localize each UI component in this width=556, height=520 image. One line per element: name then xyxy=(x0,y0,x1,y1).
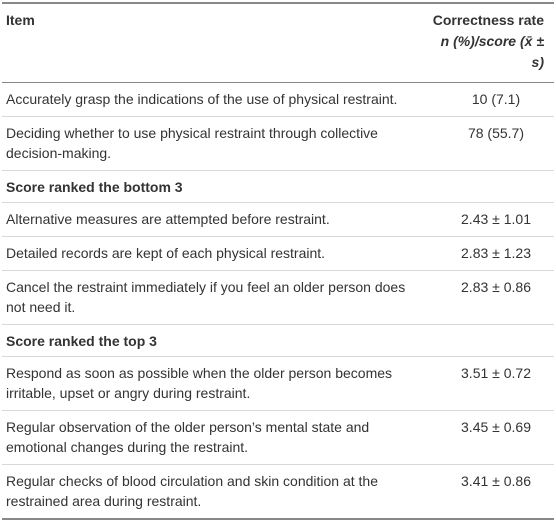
item-cell: Detailed records are kept of each physic… xyxy=(2,236,422,271)
header-row: Item Correctness rate n (%)/score (x̄ ± s… xyxy=(2,2,554,83)
section-heading: Score ranked the top 3 xyxy=(2,324,554,357)
header-rate-unit: n (%)/score (x̄ ± s) xyxy=(440,33,544,70)
table-row: Regular observation of the older person’… xyxy=(2,410,554,465)
table-row: Accurately grasp the indications of the … xyxy=(2,82,554,117)
table-row: Alternative measures are attempted befor… xyxy=(2,202,554,237)
value-cell: 2.43 ± 1.01 xyxy=(422,202,554,237)
table-row: Respond as soon as possible when the old… xyxy=(2,356,554,411)
value-cell: 3.41 ± 0.86 xyxy=(422,464,554,520)
item-cell: Respond as soon as possible when the old… xyxy=(2,356,422,411)
item-cell: Cancel the restraint immediately if you … xyxy=(2,270,422,325)
table-row: Score ranked the top 3 xyxy=(2,324,554,357)
table-row: Regular checks of blood circulation and … xyxy=(2,464,554,520)
value-cell: 78 (55.7) xyxy=(422,116,554,171)
item-cell: Regular checks of blood circulation and … xyxy=(2,464,422,520)
table-body: Accurately grasp the indications of the … xyxy=(2,82,554,520)
header-rate-title: Correctness rate xyxy=(432,12,544,28)
value-cell: 3.45 ± 0.69 xyxy=(422,410,554,465)
value-cell: 2.83 ± 1.23 xyxy=(422,236,554,271)
section-heading: Score ranked the bottom 3 xyxy=(2,170,554,203)
item-cell: Deciding whether to use physical restrai… xyxy=(2,116,422,171)
item-cell: Accurately grasp the indications of the … xyxy=(2,82,422,117)
value-cell: 2.83 ± 0.86 xyxy=(422,270,554,325)
item-cell: Alternative measures are attempted befor… xyxy=(2,202,422,237)
item-cell: Regular observation of the older person’… xyxy=(2,410,422,465)
table-row: Cancel the restraint immediately if you … xyxy=(2,270,554,325)
header-item: Item xyxy=(2,2,422,83)
value-cell: 3.51 ± 0.72 xyxy=(422,356,554,411)
header-rate: Correctness rate n (%)/score (x̄ ± s) xyxy=(422,2,554,83)
table-row: Score ranked the bottom 3 xyxy=(2,170,554,203)
table-row: Detailed records are kept of each physic… xyxy=(2,236,554,271)
table-row: Deciding whether to use physical restrai… xyxy=(2,116,554,171)
value-cell: 10 (7.1) xyxy=(422,82,554,117)
